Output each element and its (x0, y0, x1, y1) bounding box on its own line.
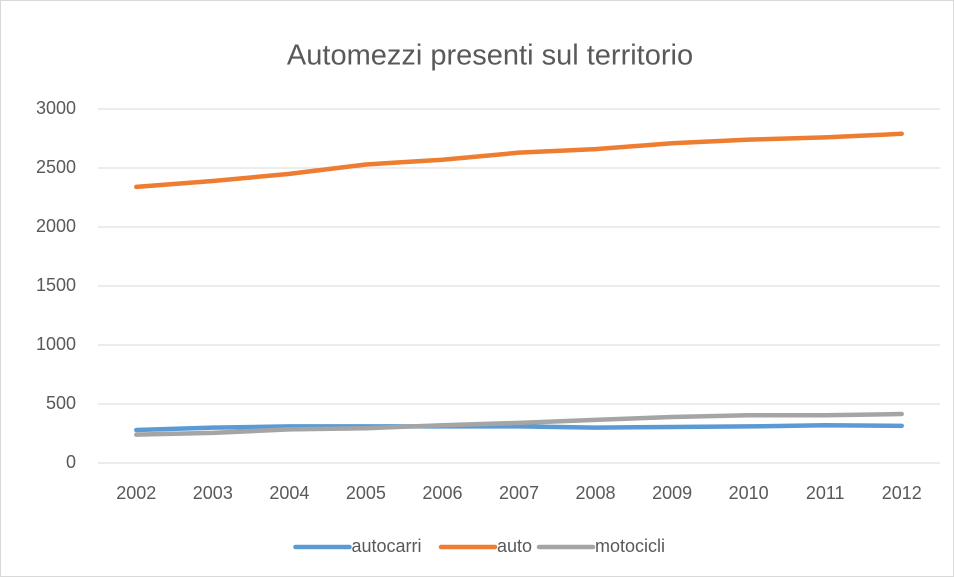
y-tick-label: 1500 (36, 275, 76, 295)
y-tick-label: 2500 (36, 157, 76, 177)
series-line (134, 411, 904, 437)
x-tick-label: 2002 (116, 483, 156, 503)
legend-label: autocarri (352, 536, 422, 556)
x-tick-label: 2010 (729, 483, 769, 503)
x-tick-label: 2008 (576, 483, 616, 503)
y-tick-label: 1000 (36, 334, 76, 354)
x-tick-label: 2004 (269, 483, 309, 503)
chart-title: Automezzi presenti sul territorio (287, 40, 693, 72)
y-tick-label: 2000 (36, 216, 76, 236)
y-tick-label: 3000 (36, 98, 76, 118)
x-tick-label: 2011 (806, 483, 845, 503)
y-tick-label: 500 (46, 393, 76, 413)
x-tick-label: 2012 (882, 483, 922, 503)
legend-label: motocicli (595, 536, 665, 556)
legend-label: auto (497, 536, 532, 556)
x-tick-label: 2009 (652, 483, 692, 503)
series-line (134, 422, 904, 433)
y-tick-label: 0 (66, 452, 76, 472)
x-tick-label: 2003 (193, 483, 233, 503)
x-tick-label: 2007 (499, 483, 539, 503)
series-line (134, 131, 904, 190)
x-tick-label: 2005 (346, 483, 386, 503)
x-tick-label: 2006 (422, 483, 462, 503)
